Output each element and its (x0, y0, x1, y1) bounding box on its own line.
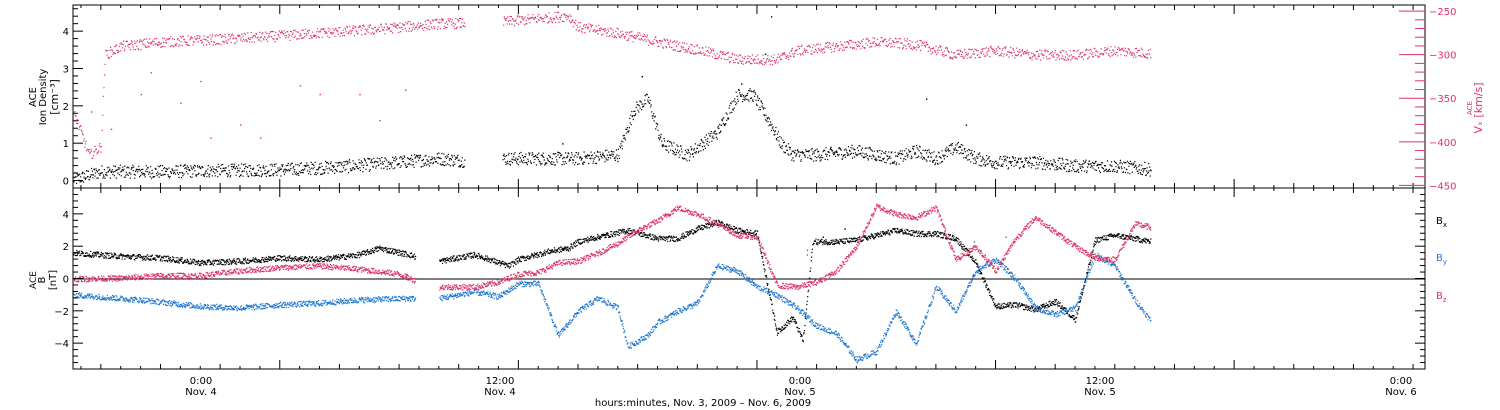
series-vx-outlier (150, 72, 152, 74)
x-tick-label-time: 0:00 (1390, 376, 1412, 387)
legend-bx-base: B (1436, 216, 1443, 227)
bottom-y-tick-label: −2 (54, 307, 69, 318)
x-tick-label-date: Nov. 5 (1084, 387, 1115, 398)
series-vx-outlier (140, 93, 142, 96)
series-vx (73, 11, 1152, 159)
bottom-y-tick-label: 4 (63, 210, 69, 221)
x-tick-labels: 0:00 Nov. 4 12:00 Nov. 4 0:00 Nov. 5 12:… (185, 376, 1416, 398)
series-bz-spike (912, 335, 914, 337)
bottom-y-tick-label: 0 (63, 275, 69, 286)
series-bx (73, 219, 1152, 343)
series-ion-density-points (73, 88, 1152, 184)
top-y-tick-label: 2 (63, 102, 69, 113)
series-ion-density-spike (764, 53, 767, 55)
series-ion-density-spike (562, 143, 564, 145)
series-vx-outlier (90, 111, 93, 113)
bottom-y-tick-label: 2 (63, 242, 69, 253)
x-tick-label-date: Nov. 6 (1385, 387, 1416, 398)
top-panel-data (73, 11, 1152, 184)
top-y-right-tick-label: −450 (1429, 181, 1456, 192)
top-y-right-tick-label: −250 (1429, 7, 1456, 18)
top-y-tick-label: 0 (63, 177, 69, 188)
x-axis-title: hours:minutes, Nov. 3, 2009 – Nov. 6, 20… (595, 398, 811, 409)
top-y-tick-label: 3 (63, 64, 69, 75)
bottom-y-tick-label: −4 (54, 339, 69, 350)
series-by (73, 234, 1152, 364)
top-ylabel-line1: ACE (28, 87, 39, 107)
top-y-right-tick-label: −350 (1429, 94, 1456, 105)
top-ylabel-right-sup: ACE (1466, 101, 1474, 115)
series-ion-density-spike (770, 16, 773, 18)
series-by-spike (806, 249, 809, 251)
legend-by-base: B (1436, 253, 1443, 264)
legend-bz: Bz (1436, 291, 1447, 304)
bottom-ylabel-line3: [nT] (48, 270, 59, 290)
legend-by-sub: y (1443, 258, 1447, 266)
series-ion-density-spike (741, 83, 743, 85)
series-bx-spike (844, 228, 846, 230)
legend-bx: Bx (1436, 216, 1447, 229)
series-by-spike (643, 234, 645, 237)
series-bz-points (73, 203, 1152, 291)
series-vx-outlier (405, 89, 407, 91)
series-vx-outlier (200, 80, 202, 83)
top-ylabel-right: Vₓ [km/s] ACE (1466, 82, 1485, 133)
top-y-right-tick-label: −400 (1429, 138, 1456, 149)
top-ylabel-right-text: Vₓ [km/s] (1472, 82, 1485, 133)
series-ion-density-spike (965, 124, 968, 126)
top-ylabel-line3: [cm⁻³] (48, 79, 61, 115)
top-ylabel: ACE Ion Density [cm⁻³] (28, 69, 61, 126)
x-tick-label-date: Nov. 4 (185, 387, 216, 398)
top-y-right-tick-label: −300 (1429, 51, 1456, 62)
series-vx-outlier (359, 93, 361, 96)
legend-bx-sub: x (1443, 221, 1447, 229)
axes: 0 1 2 3 4 −450 −400 −350 −300 −250 −4 −2 0 2 4 (54, 5, 1456, 370)
bottom-ylabel-line1: ACE (29, 271, 39, 289)
series-vx-outlier (319, 93, 321, 96)
series-bz-spike (951, 247, 954, 250)
series-bz-spike (806, 254, 809, 256)
series-vx-outlier (259, 137, 262, 139)
x-tick-label-time: 12:00 (486, 376, 515, 387)
bottom-panel-data (73, 203, 1152, 364)
bottom-ylabel: ACE B [nT] (29, 270, 59, 290)
series-by-spike (945, 236, 948, 238)
series-vx-outlier (240, 124, 242, 126)
series-by-spike (832, 239, 834, 242)
legend-by: By (1436, 253, 1447, 266)
x-tick-label-time: 0:00 (190, 376, 212, 387)
bottom-ylabel-line2: B (37, 276, 48, 283)
legend-bz-sub: z (1443, 296, 1447, 304)
series-vx-points (73, 11, 1152, 159)
series-bx-spike (822, 236, 824, 238)
series-ion-density-spike (641, 76, 643, 78)
top-y-tick-label: 4 (63, 27, 69, 38)
series-ion-density-spike (926, 98, 928, 100)
series-vx-outlier (210, 137, 212, 139)
legend-bz-base: B (1436, 291, 1443, 302)
legend: Bx By Bz (1436, 216, 1447, 304)
x-tick-label-time: 12:00 (1086, 376, 1115, 387)
x-tick-label-date: Nov. 5 (784, 387, 815, 398)
series-bx-points (73, 219, 1152, 343)
series-by-spike (973, 241, 976, 243)
series-ion-density (73, 16, 1152, 184)
series-bz (73, 203, 1152, 337)
top-ylabel-line2: Ion Density (38, 69, 49, 126)
series-vx-outlier (110, 128, 113, 131)
series-vx-outlier (180, 102, 182, 104)
top-y-tick-label: 1 (63, 139, 69, 150)
x-tick-label-time: 0:00 (789, 376, 811, 387)
series-vx-outlier (299, 85, 302, 87)
series-bz-spike (1005, 236, 1007, 238)
series-bz-spike (707, 226, 709, 229)
series-vx-outlier (379, 120, 381, 122)
x-tick-label-date: Nov. 4 (484, 387, 515, 398)
